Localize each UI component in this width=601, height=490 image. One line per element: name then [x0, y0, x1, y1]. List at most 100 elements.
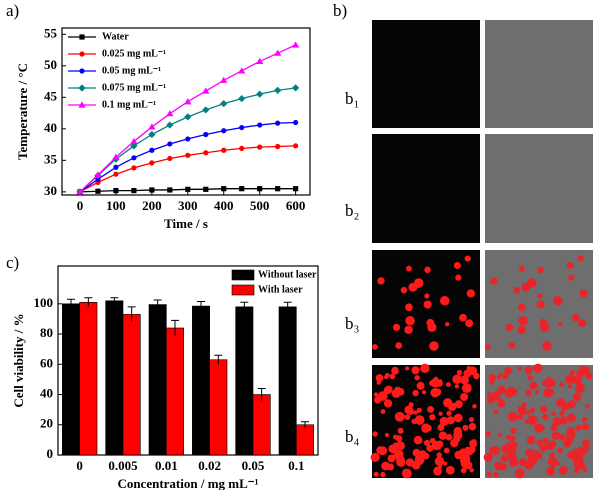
cell — [584, 439, 590, 445]
row-label: b₃ — [345, 314, 360, 333]
cell — [550, 424, 558, 431]
cell — [517, 414, 524, 421]
error-bar — [257, 387, 266, 401]
cell — [525, 389, 532, 397]
bar — [209, 359, 228, 456]
cell — [490, 277, 498, 285]
marker — [256, 57, 264, 64]
cell — [411, 366, 420, 375]
cell — [452, 374, 462, 384]
cell — [439, 295, 450, 306]
cell — [421, 424, 430, 433]
cell — [510, 427, 517, 434]
cell — [414, 415, 425, 425]
cell — [518, 303, 526, 312]
cell — [373, 392, 379, 397]
legend-label: 0.075 mg mL⁻¹ — [102, 82, 166, 93]
cell — [573, 452, 579, 458]
cell — [395, 342, 403, 349]
cell — [582, 467, 587, 473]
cell — [542, 380, 549, 387]
bar — [79, 301, 98, 456]
marker — [221, 147, 227, 153]
cell — [575, 424, 582, 431]
marker — [79, 51, 85, 57]
cell — [420, 363, 430, 374]
cell — [518, 315, 528, 326]
marker — [293, 119, 299, 126]
marker — [78, 101, 86, 108]
micrograph — [485, 134, 593, 243]
cell — [483, 452, 493, 463]
cell — [429, 414, 436, 421]
y-tick-label: 55 — [44, 25, 58, 40]
cell — [469, 467, 474, 473]
cell — [567, 384, 573, 389]
cell — [504, 366, 512, 375]
cell — [568, 274, 575, 281]
bar — [62, 303, 80, 456]
cell — [464, 255, 471, 262]
cell — [459, 313, 467, 322]
x-tick-label: 0.01 — [155, 458, 178, 473]
cell — [567, 400, 576, 409]
error-bar — [110, 297, 119, 304]
marker — [202, 106, 210, 114]
cell — [400, 286, 408, 294]
marker — [76, 188, 84, 195]
bar — [192, 305, 210, 456]
cell — [574, 377, 581, 384]
cell — [556, 398, 566, 408]
cell — [462, 424, 469, 431]
bar — [148, 304, 167, 456]
cell — [537, 266, 544, 274]
cell — [461, 377, 468, 384]
marker — [274, 49, 282, 56]
x-tick-label: 0 — [76, 458, 83, 473]
marker — [95, 188, 101, 194]
cell — [405, 315, 415, 326]
cell — [520, 408, 527, 416]
marker — [185, 186, 191, 192]
marker — [185, 136, 191, 142]
cell — [439, 416, 449, 426]
cell — [453, 261, 461, 270]
cell — [445, 465, 455, 475]
cell — [436, 452, 442, 458]
cell — [465, 457, 471, 463]
marker — [167, 141, 173, 147]
bar — [278, 306, 297, 456]
cell — [526, 278, 537, 288]
bar — [122, 314, 141, 456]
cell — [546, 388, 555, 396]
cell — [438, 379, 443, 384]
cell — [455, 274, 462, 281]
cell — [566, 430, 576, 440]
marker — [130, 137, 138, 145]
cell — [517, 325, 526, 334]
panel-label: c) — [6, 253, 19, 272]
cell — [551, 379, 556, 384]
cell — [381, 461, 391, 471]
cell — [508, 342, 516, 349]
cell — [569, 369, 576, 376]
cell — [539, 444, 547, 452]
marker — [131, 165, 137, 171]
y-tick-label: 20 — [40, 416, 53, 431]
cell — [466, 365, 472, 371]
cell — [524, 460, 534, 470]
marker — [275, 186, 281, 192]
cell — [498, 372, 503, 378]
x-tick-label: 300 — [178, 198, 198, 213]
cell — [446, 410, 452, 416]
row-label: b₂ — [345, 201, 359, 220]
marker — [275, 120, 281, 126]
legend-label: 0.05 mg mL⁻¹ — [102, 65, 161, 76]
marker — [113, 187, 119, 194]
cell — [463, 383, 470, 390]
y-tick-label: 35 — [44, 151, 58, 166]
cell — [577, 461, 586, 470]
cell — [551, 411, 556, 416]
cell — [566, 413, 576, 423]
cell — [405, 265, 412, 272]
